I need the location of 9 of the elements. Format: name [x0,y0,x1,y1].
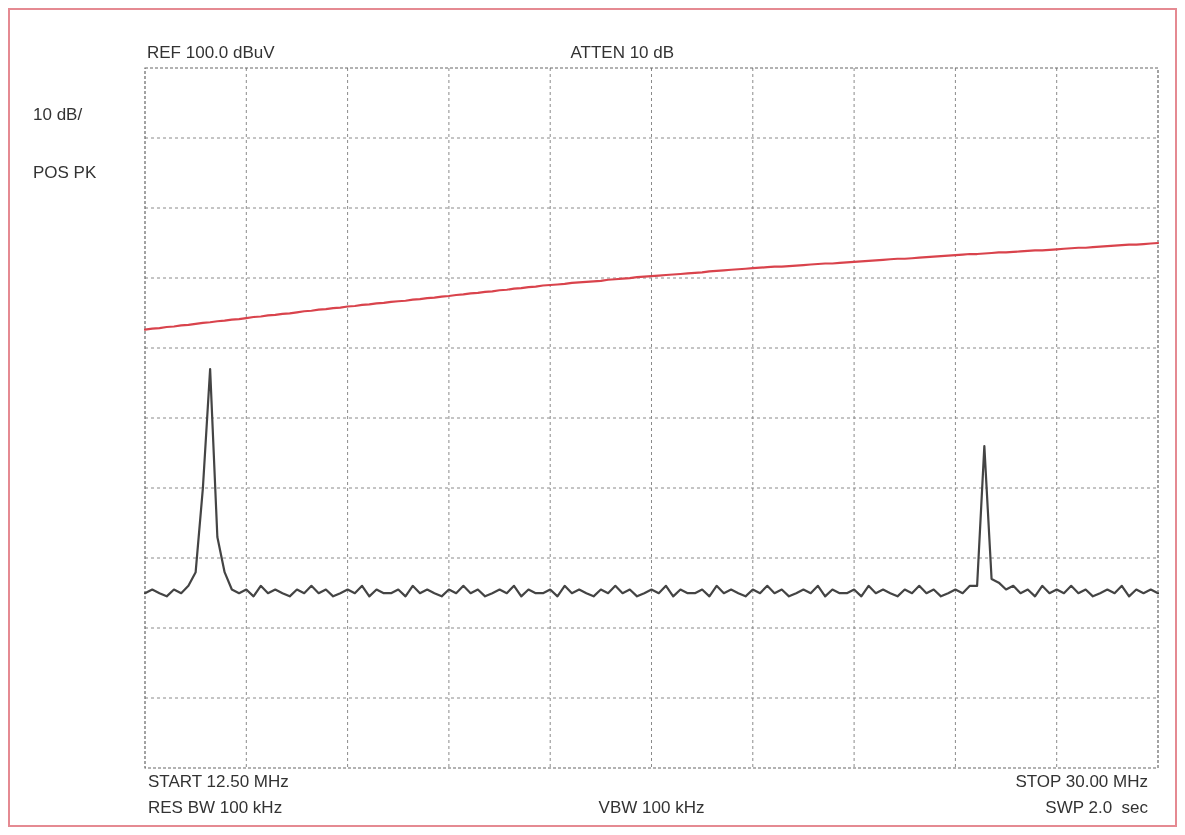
text: STOP 30.00 MHz [1015,772,1148,791]
text: REF 100.0 dBuV [147,43,276,62]
text: POS PK [33,163,97,182]
text: RES BW 100 kHz [148,798,283,817]
text: VBW 100 kHz [598,798,705,817]
text: SWP 2.0 sec [1045,798,1149,817]
text: 10 dB/ [33,105,83,124]
text: ATTEN 10 dB [570,43,675,62]
text: START 12.50 MHz [148,772,289,791]
